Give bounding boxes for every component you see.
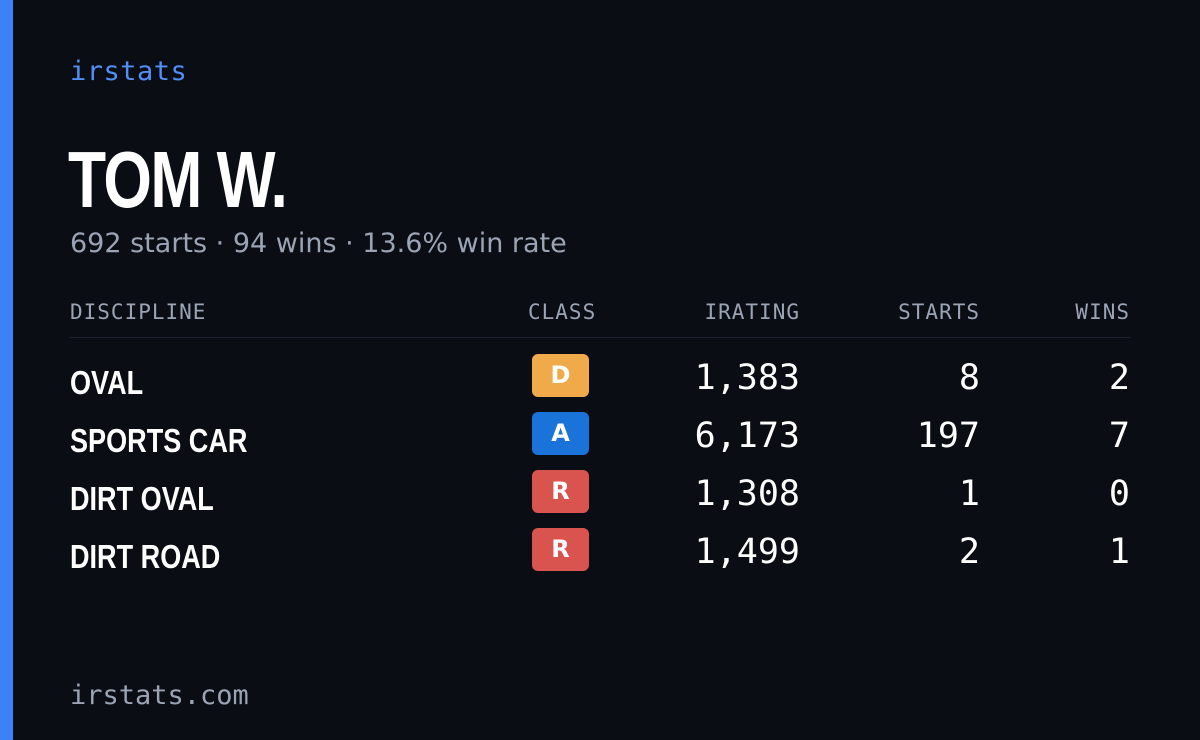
accent-bar: [0, 0, 13, 740]
discipline-name: SPORTS CAR: [70, 422, 248, 459]
discipline-name: DIRT ROAD: [70, 538, 221, 575]
wins-value: 0: [1108, 474, 1130, 514]
stats-table-body: OVAL D 1,383 8 2 SPORTS CAR A 6,173 197 …: [70, 352, 1130, 584]
header-starts: STARTS: [898, 300, 980, 324]
driver-summary: 692 starts · 94 wins · 13.6% win rate: [70, 228, 567, 259]
irating-value: 1,383: [694, 358, 800, 398]
discipline-name: OVAL: [70, 364, 144, 401]
irating-value: 1,308: [694, 474, 800, 514]
class-badge: A: [532, 412, 589, 455]
header-discipline: DISCIPLINE: [70, 300, 207, 324]
table-row: SPORTS CAR A 6,173 197 7: [70, 410, 1130, 468]
header-class: CLASS: [528, 300, 597, 324]
table-row: OVAL D 1,383 8 2: [70, 352, 1130, 410]
table-header-row: DISCIPLINE CLASS IRATING STARTS WINS: [70, 298, 1130, 338]
irating-value: 1,499: [694, 532, 800, 572]
starts-value: 2: [958, 532, 980, 572]
footer-url: irstats.com: [70, 680, 249, 711]
starts-value: 1: [958, 474, 980, 514]
header-irating: IRATING: [704, 300, 800, 324]
class-badge: R: [532, 470, 589, 513]
header-wins: WINS: [1075, 300, 1130, 324]
table-row: DIRT ROAD R 1,499 2 1: [70, 526, 1130, 584]
starts-value: 197: [916, 416, 980, 456]
wins-value: 1: [1108, 532, 1130, 572]
wins-value: 7: [1108, 416, 1130, 456]
driver-name: TOM W.: [68, 135, 288, 224]
discipline-name: DIRT OVAL: [70, 480, 214, 517]
stats-table-header: DISCIPLINE CLASS IRATING STARTS WINS: [70, 298, 1130, 338]
starts-value: 8: [958, 358, 980, 398]
wins-value: 2: [1108, 358, 1130, 398]
irating-value: 6,173: [694, 416, 800, 456]
class-badge: R: [532, 528, 589, 571]
table-row: DIRT OVAL R 1,308 1 0: [70, 468, 1130, 526]
class-badge: D: [532, 354, 589, 397]
brand-logo-text: irstats: [70, 56, 188, 87]
